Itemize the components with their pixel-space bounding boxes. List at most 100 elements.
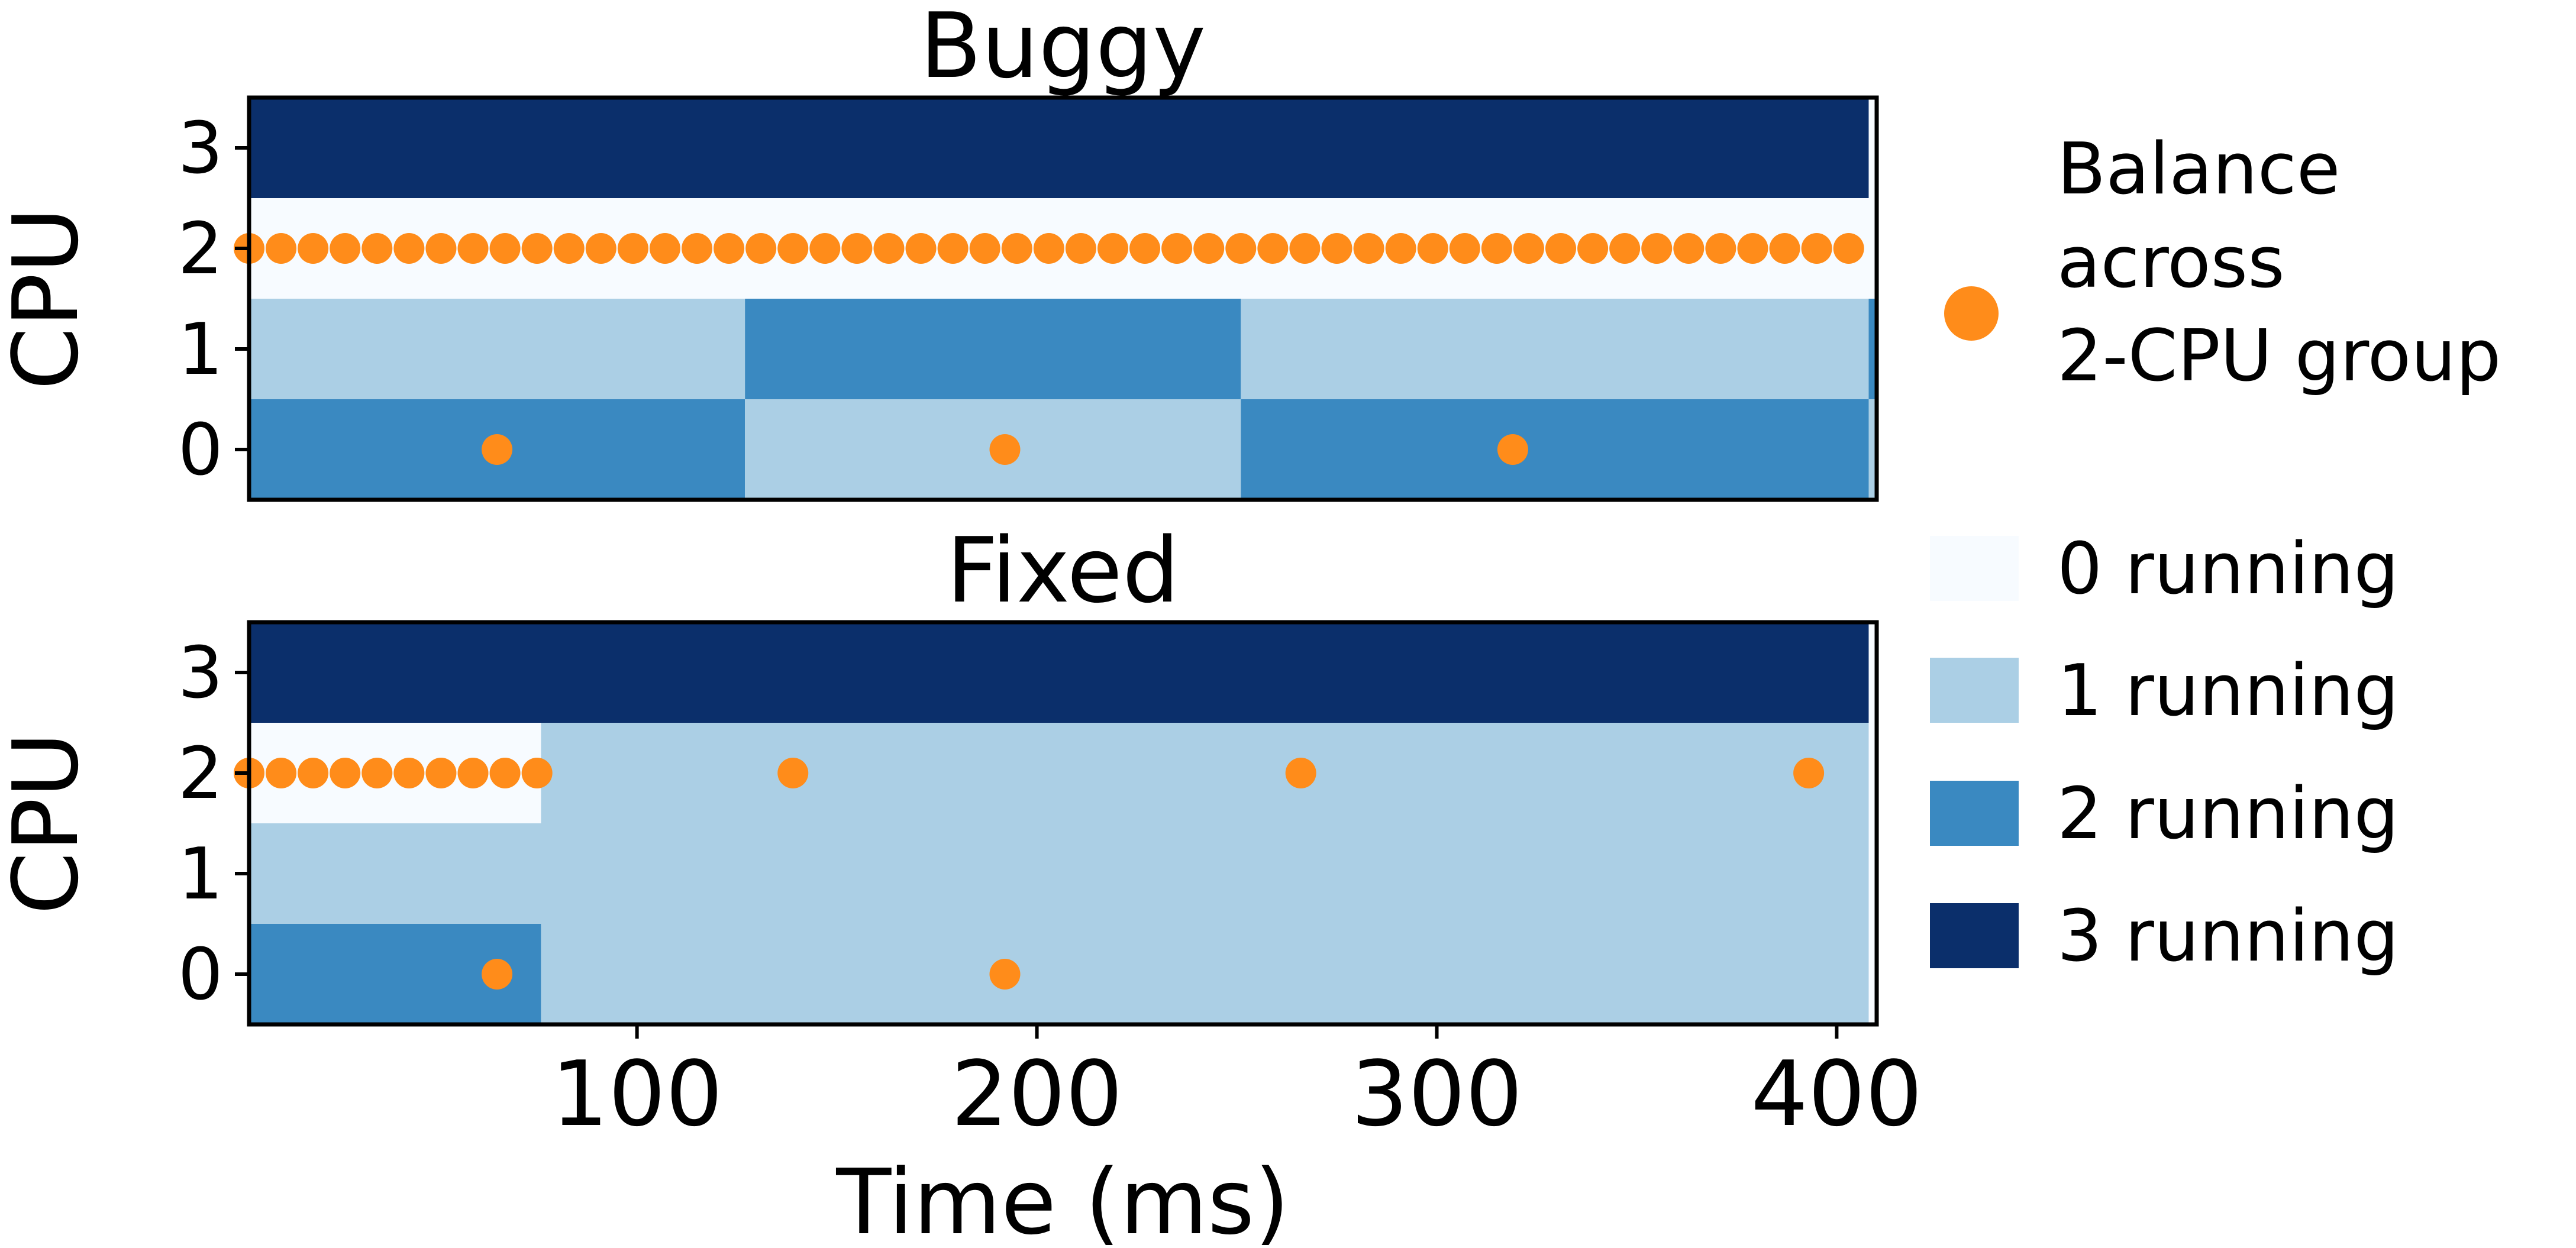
fixed-axes-frame xyxy=(247,620,1879,1027)
buggy-balance-marker xyxy=(905,233,937,264)
legend-balance-label-line-1: Balance xyxy=(2057,128,2341,211)
buggy-balance-marker xyxy=(1449,233,1480,264)
buggy-cell-cpu0 xyxy=(1241,399,1869,500)
fixed-balance-marker xyxy=(330,758,361,788)
buggy-axes-frame xyxy=(247,95,1879,502)
buggy-balance-marker xyxy=(1417,233,1448,264)
fixed-y-tick-label: 0 xyxy=(178,934,223,1016)
buggy-y-tick-label: 1 xyxy=(178,309,223,391)
buggy-balance-marker xyxy=(1609,233,1641,264)
buggy-balance-marker xyxy=(457,233,489,264)
legend-swatch-0-running xyxy=(1930,536,2019,601)
fixed-balance-marker xyxy=(1285,758,1316,788)
buggy-balance-marker xyxy=(1065,233,1096,264)
buggy-balance-marker xyxy=(393,233,425,264)
fixed-balance-marker xyxy=(1793,758,1825,788)
fixed-x-tick-label: 100 xyxy=(551,1042,723,1146)
buggy-balance-marker xyxy=(714,233,745,264)
fixed-balance-marker xyxy=(457,758,489,788)
fixed-panel: 0 1 2 3 100 200 300 400 Fixed CPU Time (ms) xyxy=(0,518,1922,1248)
fixed-x-tick-label: 400 xyxy=(1751,1042,1922,1146)
legend-running-swatches: 0 running 1 running 2 running 3 running xyxy=(1930,528,2399,978)
buggy-balance-marker xyxy=(266,233,297,264)
fixed-y-axis-label: CPU xyxy=(0,732,98,914)
buggy-balance-marker xyxy=(1833,233,1864,264)
buggy-balance-marker xyxy=(937,233,969,264)
buggy-balance-marker xyxy=(521,233,553,264)
fixed-balance-marker xyxy=(482,959,513,990)
buggy-y-ticks: 0 1 2 3 xyxy=(178,108,249,492)
legend-swatch-1-running xyxy=(1930,658,2019,723)
buggy-balance-marker xyxy=(1161,233,1193,264)
buggy-y-axis-label: CPU xyxy=(0,207,98,390)
buggy-balance-marker xyxy=(617,233,648,264)
fixed-heatmap xyxy=(249,622,1877,1024)
buggy-balance-marker xyxy=(1673,233,1705,264)
fixed-cell-cpu1 xyxy=(249,823,1869,924)
buggy-balance-marker xyxy=(1033,233,1064,264)
fixed-balance-marker xyxy=(393,758,425,788)
fixed-x-tick-label: 200 xyxy=(951,1042,1123,1146)
buggy-balance-marker xyxy=(809,233,841,264)
buggy-y-tick-label: 2 xyxy=(178,208,223,290)
buggy-balance-marker xyxy=(489,233,521,264)
buggy-balance-marker xyxy=(841,233,873,264)
fixed-title: Fixed xyxy=(947,518,1180,623)
legend-swatch-3-running xyxy=(1930,903,2019,968)
fixed-y-tick-label: 2 xyxy=(178,733,223,815)
buggy-balance-marker xyxy=(425,233,457,264)
legend-swatch-2-running xyxy=(1930,781,2019,846)
buggy-balance-marker xyxy=(330,233,361,264)
buggy-cell-cpu1 xyxy=(249,299,745,399)
buggy-balance-marker xyxy=(1769,233,1800,264)
buggy-balance-marker xyxy=(873,233,905,264)
fixed-balance-marker xyxy=(521,758,553,788)
fixed-y-tick-label: 1 xyxy=(178,833,223,916)
buggy-balance-marker xyxy=(1481,233,1512,264)
buggy-balance-marker xyxy=(1385,233,1416,264)
buggy-balance-marker xyxy=(1097,233,1128,264)
buggy-balance-marker xyxy=(1001,233,1032,264)
buggy-cell-cpu1 xyxy=(745,299,1241,399)
fixed-balance-markers xyxy=(234,758,1825,990)
legend: Balance across 2-CPU group 0 running 1 ru… xyxy=(1930,128,2501,978)
legend-balance-label: Balance across 2-CPU group xyxy=(2057,128,2501,397)
buggy-balance-marker xyxy=(1353,233,1384,264)
buggy-balance-marker xyxy=(1513,233,1544,264)
buggy-balance-marker xyxy=(585,233,616,264)
buggy-balance-marker xyxy=(1737,233,1768,264)
fixed-x-ticks: 100 200 300 400 xyxy=(551,1024,1922,1146)
fixed-y-tick-label: 3 xyxy=(178,632,223,714)
buggy-balance-marker xyxy=(1321,233,1352,264)
fixed-balance-marker xyxy=(489,758,521,788)
x-axis-label: Time (ms) xyxy=(835,1150,1289,1248)
buggy-balance-marker xyxy=(1545,233,1577,264)
fixed-balance-marker xyxy=(989,959,1021,990)
legend-label-1-running: 1 running xyxy=(2057,650,2399,732)
buggy-balance-marker xyxy=(1801,233,1832,264)
buggy-balance-marker xyxy=(1129,233,1161,264)
legend-label-0-running: 0 running xyxy=(2057,528,2399,610)
buggy-balance-marker xyxy=(1641,233,1673,264)
buggy-y-tick-label: 0 xyxy=(178,409,223,492)
fixed-x-tick-label: 300 xyxy=(1351,1042,1522,1146)
fixed-balance-marker xyxy=(777,758,809,788)
buggy-balance-marker xyxy=(1225,233,1257,264)
buggy-title: Buggy xyxy=(920,0,1206,98)
fixed-balance-marker xyxy=(266,758,297,788)
buggy-balance-marker xyxy=(682,233,713,264)
fixed-balance-marker xyxy=(361,758,393,788)
buggy-balance-marker xyxy=(989,434,1021,465)
fixed-balance-marker xyxy=(298,758,329,788)
legend-balance-label-line-2: across xyxy=(2057,222,2285,304)
buggy-balance-marker xyxy=(969,233,1000,264)
buggy-balance-marker xyxy=(777,233,809,264)
buggy-balance-marker xyxy=(1289,233,1321,264)
buggy-cell-cpu1 xyxy=(1241,299,1869,399)
buggy-balance-markers xyxy=(234,233,1864,465)
buggy-balance-marker xyxy=(482,434,513,465)
fixed-cell-cpu3 xyxy=(249,622,1869,723)
legend-balance-label-line-3: 2-CPU group xyxy=(2057,315,2501,397)
buggy-balance-marker xyxy=(1705,233,1736,264)
